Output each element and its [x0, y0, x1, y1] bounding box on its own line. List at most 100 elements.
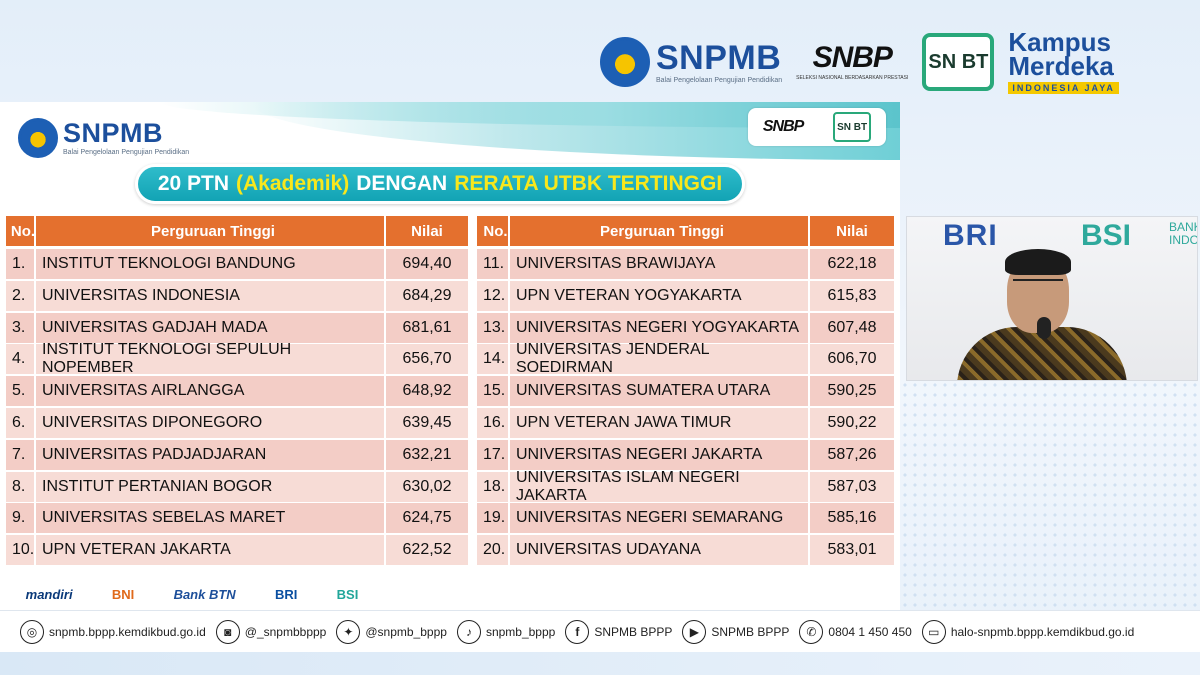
table-row: 13. UNIVERSITAS NEGERI YOGYAKARTA 607,48 [477, 312, 897, 343]
rank-number: 17. [477, 439, 510, 470]
rank-number: 2. [6, 280, 36, 311]
slide-snpmb-logo: SNPMB Balai Pengelolaan Pengujian Pendid… [18, 118, 189, 158]
kampus-logo-line1: Kampus [1008, 26, 1111, 57]
rank-number: 7. [6, 439, 36, 470]
slide-logo-text: SNPMB [63, 118, 164, 148]
facebook-icon: f [565, 619, 590, 644]
contact-item: ✆ 0804 1 450 450 [799, 619, 912, 644]
table-row: 3. UNIVERSITAS GADJAH MADA 681,61 [6, 312, 470, 343]
utbk-score: 632,21 [386, 439, 468, 470]
contact-item: ◎ snpmb.bppp.kemdikbud.go.id [20, 619, 206, 644]
contact-text: snpmb.bppp.kemdikbud.go.id [49, 624, 206, 639]
table-row: 11. UNIVERSITAS BRAWIJAYA 622,18 [477, 249, 897, 279]
laptop-icon: ▭ [921, 619, 946, 644]
contact-text: 0804 1 450 450 [828, 624, 912, 639]
utbk-score: 606,70 [810, 344, 894, 375]
table-row: 20. UNIVERSITAS UDAYANA 583,01 [477, 535, 897, 566]
contact-item: ▶ SNPMB BPPP [682, 619, 790, 644]
utbk-score: 590,22 [810, 407, 894, 438]
table-row: 14. UNIVERSITAS JENDERAL SOEDIRMAN 606,70 [477, 341, 897, 376]
rank-number: 4. [6, 344, 36, 375]
table-row: 17. UNIVERSITAS NEGERI JAKARTA 587,26 [477, 439, 897, 470]
rank-number: 20. [477, 535, 510, 566]
slide-logo-subtitle: Balai Pengelolaan Pengujian Pendidikan [63, 149, 190, 156]
tut-wuri-handayani-icon [18, 118, 58, 158]
backdrop-bsi-text: BSI [1081, 219, 1132, 252]
university-name: UNIVERSITAS DIPONEGORO [36, 407, 386, 438]
utbk-score: 590,25 [810, 376, 894, 407]
header-value: Nilai [386, 216, 468, 246]
title-part-4: RERATA UTBK TERTINGGI [454, 172, 723, 195]
title-part-3: DENGAN [356, 172, 448, 195]
university-name: UPN VETERAN YOGYAKARTA [510, 280, 810, 311]
university-name: UNIVERSITAS JENDERAL SOEDIRMAN [510, 341, 810, 376]
table-row: 19. UNIVERSITAS NEGERI SEMARANG 585,16 [477, 503, 897, 534]
tiktok-icon: ♪ [456, 619, 481, 644]
contact-item: ✦ @snpmb_bppp [336, 619, 447, 644]
snpmb-logo-subtitle: Balai Pengelolaan Pengujian Pendidikan [656, 76, 783, 84]
header-no: No. [6, 216, 36, 246]
table-row: 16. UPN VETERAN JAWA TIMUR 590,22 [477, 407, 897, 438]
utbk-score: 622,52 [386, 535, 468, 566]
speaker-hair [1005, 249, 1071, 275]
contact-text: SNPMB BPPP [711, 624, 790, 639]
rank-number: 19. [477, 503, 510, 534]
header-name: Perguruan Tinggi [510, 216, 810, 246]
speaker-video-feed: BRI BSI BANK INDO [906, 216, 1198, 381]
rank-number: 16. [477, 407, 510, 438]
header-logos: SNPMB Balai Pengelolaan Pengujian Pendid… [600, 22, 1190, 102]
ranking-table-left: No. Perguruan Tinggi Nilai 1. INSTITUT TE… [6, 216, 470, 567]
rank-number: 12. [477, 280, 510, 311]
contact-text: SNPMB BPPP [594, 624, 673, 639]
header-name: Perguruan Tinggi [36, 216, 386, 246]
instagram-icon: ◙ [215, 619, 240, 644]
utbk-score: 630,02 [386, 471, 468, 502]
slide-snbp-logo: SNBP [762, 118, 804, 135]
table-row: 1. INSTITUT TEKNOLOGI BANDUNG 694,40 [6, 249, 470, 279]
snpmb-logo-text: SNPMB [656, 38, 782, 77]
utbk-score: 639,45 [386, 407, 468, 438]
slide-corner-logos: SNBP SN BT [748, 108, 886, 146]
rank-number: 11. [477, 249, 510, 279]
rank-number: 10. [6, 535, 36, 566]
contact-item: ♪ snpmb_bppp [456, 619, 556, 644]
rank-number: 3. [6, 312, 36, 343]
table-row: 12. UPN VETERAN YOGYAKARTA 615,83 [477, 280, 897, 311]
university-name: UNIVERSITAS UDAYANA [510, 535, 810, 566]
ranking-table-right: No. Perguruan Tinggi Nilai 11. UNIVERSITA… [477, 216, 897, 567]
sponsor-bar: mandiri BNI Bank BTN BRI BSI [0, 578, 384, 610]
university-name: UNIVERSITAS NEGERI YOGYAKARTA [510, 312, 810, 343]
university-name: UPN VETERAN JAWA TIMUR [510, 407, 810, 438]
university-name: UNIVERSITAS GADJAH MADA [36, 312, 386, 343]
table-header-row: No. Perguruan Tinggi Nilai [6, 216, 470, 246]
utbk-score: 622,18 [810, 249, 894, 279]
snbp-logo-text: SNBP [812, 41, 893, 74]
utbk-score: 585,16 [810, 503, 894, 534]
table-row: 15. UNIVERSITAS SUMATERA UTARA 590,25 [477, 376, 897, 407]
sponsor-bri-logo: BRI [274, 586, 298, 602]
contact-text: halo-snpmb.bppp.kemdikbud.go.id [950, 624, 1135, 639]
sponsor-mandiri-logo: mandiri [25, 586, 73, 602]
university-name: UNIVERSITAS BRAWIJAYA [510, 249, 810, 279]
rank-number: 5. [6, 376, 36, 407]
contact-text: snpmb_bppp [485, 624, 556, 639]
microphone-icon [1037, 317, 1051, 339]
utbk-score: 656,70 [386, 344, 468, 375]
bottom-strip [0, 652, 1200, 675]
phone-icon: ✆ [799, 619, 824, 644]
contact-bar: ◎ snpmb.bppp.kemdikbud.go.id ◙ @_snpmbbppp ✦… [0, 610, 1200, 652]
rank-number: 6. [6, 407, 36, 438]
table-row: 8. INSTITUT PERTANIAN BOGOR 630,02 [6, 471, 470, 502]
rank-number: 8. [6, 471, 36, 502]
snbp-logo: SNBP SELEKSI NASIONAL BERDASARKAN PRESTA… [796, 43, 908, 81]
table-row: 5. UNIVERSITAS AIRLANGGA 648,92 [6, 376, 470, 407]
utbk-score: 648,92 [386, 376, 468, 407]
sponsor-btn-logo: Bank BTN [173, 586, 236, 602]
utbk-score: 587,03 [810, 471, 894, 502]
backdrop-bri-text: BRI [943, 219, 998, 252]
backdrop-bank-text: BANK INDO [1169, 220, 1198, 247]
table-header-row: No. Perguruan Tinggi Nilai [477, 216, 897, 246]
rank-number: 14. [477, 344, 510, 375]
globe-icon: ◎ [20, 619, 44, 644]
tut-wuri-handayani-icon [600, 37, 650, 87]
